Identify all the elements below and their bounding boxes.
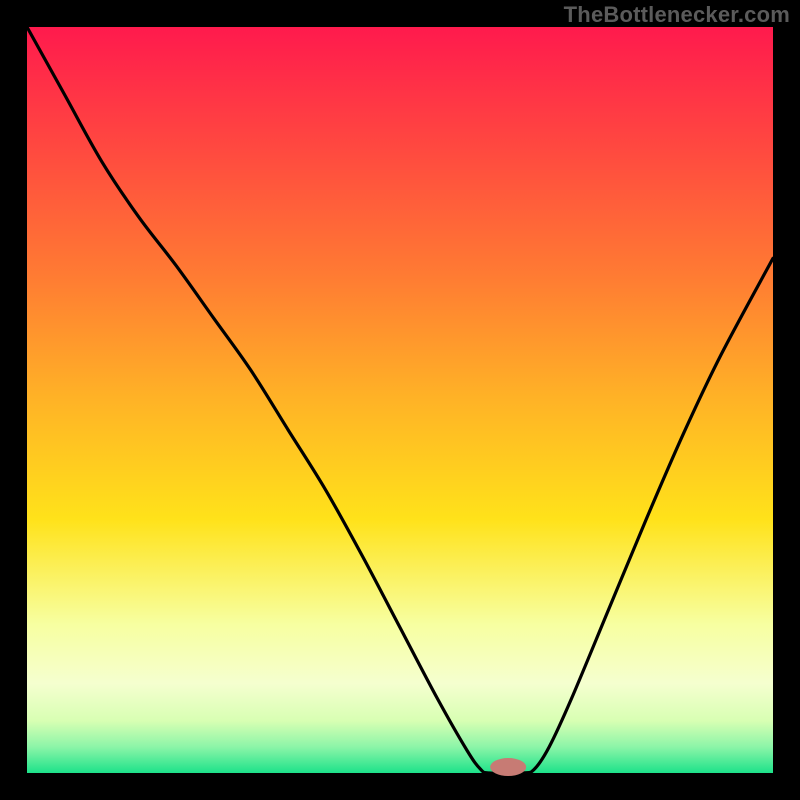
chart-stage: TheBottlenecker.com — [0, 0, 800, 800]
optimum-marker — [490, 758, 526, 776]
bottleneck-chart — [0, 0, 800, 800]
chart-plot-background — [27, 27, 773, 773]
watermark-text: TheBottlenecker.com — [564, 2, 790, 28]
